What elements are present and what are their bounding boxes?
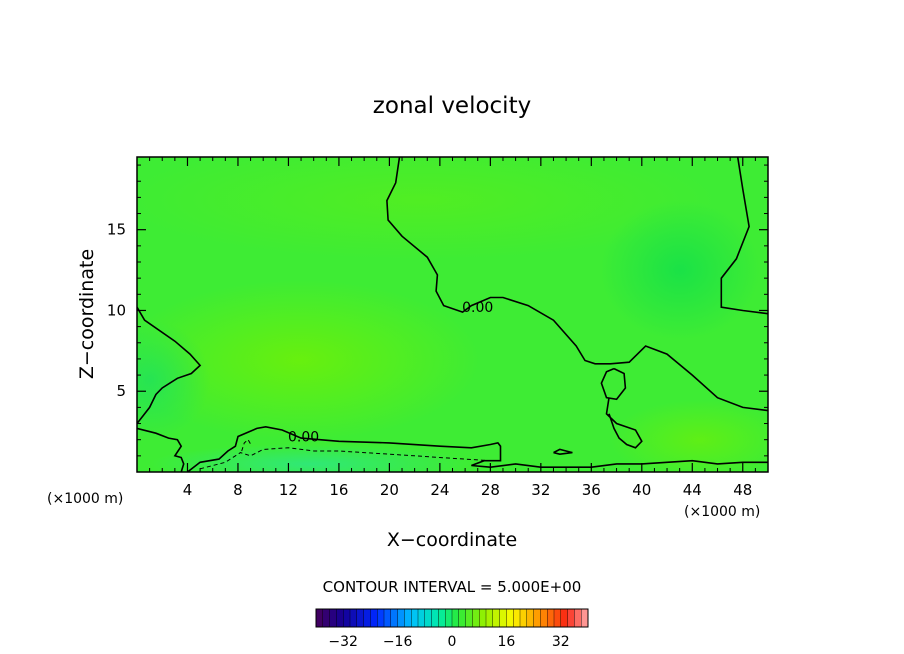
color-scale-cell-28 [506, 608, 514, 628]
color-scale-cell-31 [526, 608, 534, 628]
color-scale-cell-0 [315, 608, 324, 628]
color-scale-cell-27 [499, 608, 507, 628]
color-scale-label--16: −16 [383, 634, 413, 650]
color-scale-cell-10 [383, 608, 392, 628]
negative-contour-0 [199, 447, 491, 470]
y-tick-label-15: 15 [107, 221, 126, 239]
color-scale-cell-21 [458, 608, 466, 628]
zero-contour-1 [720, 157, 768, 315]
negative-contour-1 [241, 438, 253, 452]
zero-contour-5 [137, 427, 185, 472]
field-shade-right-upper [600, 200, 760, 340]
color-scale-cell-15 [417, 608, 426, 628]
color-scale-cell-26 [492, 608, 500, 628]
field-shade-left [137, 320, 210, 440]
color-scale-cell-38 [574, 608, 582, 628]
y-axis: 5 10 15 [107, 164, 768, 457]
color-scale-cell-24 [479, 608, 487, 628]
color-scale-cell-6 [356, 608, 364, 628]
field-shading [137, 157, 768, 472]
x-tick-label-48: 48 [733, 481, 752, 499]
color-scale-cell-23 [472, 608, 480, 628]
chart-title: zonal velocity [373, 93, 531, 119]
color-scale-cell-20 [451, 608, 460, 628]
x-tick-label-36: 36 [582, 481, 601, 499]
x-tick-label-16: 16 [329, 481, 348, 499]
zero-contour-2 [137, 306, 202, 424]
color-scale-cell-8 [370, 608, 378, 628]
y-tick-label-10: 10 [107, 301, 126, 319]
color-scale-cell-17 [431, 608, 439, 628]
x-unit-right: (×1000 m) [684, 504, 760, 520]
color-scale-cell-25 [485, 608, 494, 628]
color-scale-cell-34 [547, 608, 555, 628]
plot-area: 0.00 0.00 [136, 156, 769, 473]
color-scale-cell-11 [390, 608, 398, 628]
zero-contour-3 [600, 367, 627, 401]
y-tick-label-5: 5 [116, 382, 126, 400]
contour-label-1: 0.00 [288, 429, 319, 445]
color-scale-cell-9 [377, 608, 385, 628]
field-shade-center [137, 280, 480, 440]
color-scale-cell-14 [411, 608, 419, 628]
color-scale-cell-7 [363, 608, 371, 628]
color-scale-cell-18 [438, 608, 446, 628]
color-scale-ticks: −32 −16 0 16 32 [328, 634, 569, 650]
zero-contour-7 [553, 448, 573, 456]
color-scale-cell-22 [465, 608, 473, 628]
color-scale-cell-35 [553, 608, 562, 628]
color-scale-cell-32 [533, 608, 541, 628]
contour-label-0: 0.00 [462, 300, 493, 316]
color-scale-cell-36 [560, 608, 568, 628]
color-scale-cell-29 [513, 608, 521, 628]
x-tick-label-24: 24 [430, 481, 449, 499]
color-scale-cell-12 [397, 608, 405, 628]
y-axis-label: Z−coordinate [76, 249, 98, 379]
contour-lines [137, 157, 768, 472]
color-scale-cell-1 [322, 608, 330, 628]
color-scale-cell-13 [404, 608, 412, 628]
x-tick-label-44: 44 [683, 481, 702, 499]
color-scale-cell-16 [424, 608, 432, 628]
color-scale-cell-37 [567, 608, 575, 628]
x-axis: 4 8 12 16 20 24 28 32 36 40 44 48 [149, 157, 756, 499]
color-scale-label--32: −32 [328, 634, 358, 650]
x-axis-label: X−coordinate [387, 529, 517, 551]
zero-contour-0 [386, 157, 768, 412]
color-scale-label-32: 32 [552, 634, 570, 650]
color-scale-cell-2 [329, 608, 337, 628]
color-scale-cell-39 [581, 608, 589, 628]
contour-interval-text: CONTOUR INTERVAL = 5.000E+00 [323, 578, 582, 596]
color-scale-cell-5 [349, 608, 358, 628]
color-scale-cell-4 [343, 608, 351, 628]
x-tick-label-32: 32 [531, 481, 550, 499]
color-scale-label-16: 16 [497, 634, 515, 650]
x-tick-label-40: 40 [632, 481, 651, 499]
field-shade-top [137, 157, 720, 260]
color-scale-label-0: 0 [448, 634, 457, 650]
x-tick-label-8: 8 [233, 481, 243, 499]
x-tick-label-20: 20 [380, 481, 399, 499]
field-shade-right-low [610, 400, 768, 472]
color-scale-cell-19 [445, 608, 453, 628]
zero-contour-4 [605, 397, 643, 449]
x-tick-label-28: 28 [481, 481, 500, 499]
x-unit-left: (×1000 m) [47, 491, 123, 507]
x-tick-label-12: 12 [279, 481, 298, 499]
color-scale-cell-33 [540, 608, 548, 628]
color-scale-cell-3 [336, 608, 344, 628]
color-scale-cell-30 [519, 608, 528, 628]
contour-labels: 0.00 0.00 [288, 300, 493, 445]
color-scale-bar [315, 608, 589, 628]
x-tick-label-4: 4 [183, 481, 193, 499]
color-scale-frame [315, 608, 589, 628]
